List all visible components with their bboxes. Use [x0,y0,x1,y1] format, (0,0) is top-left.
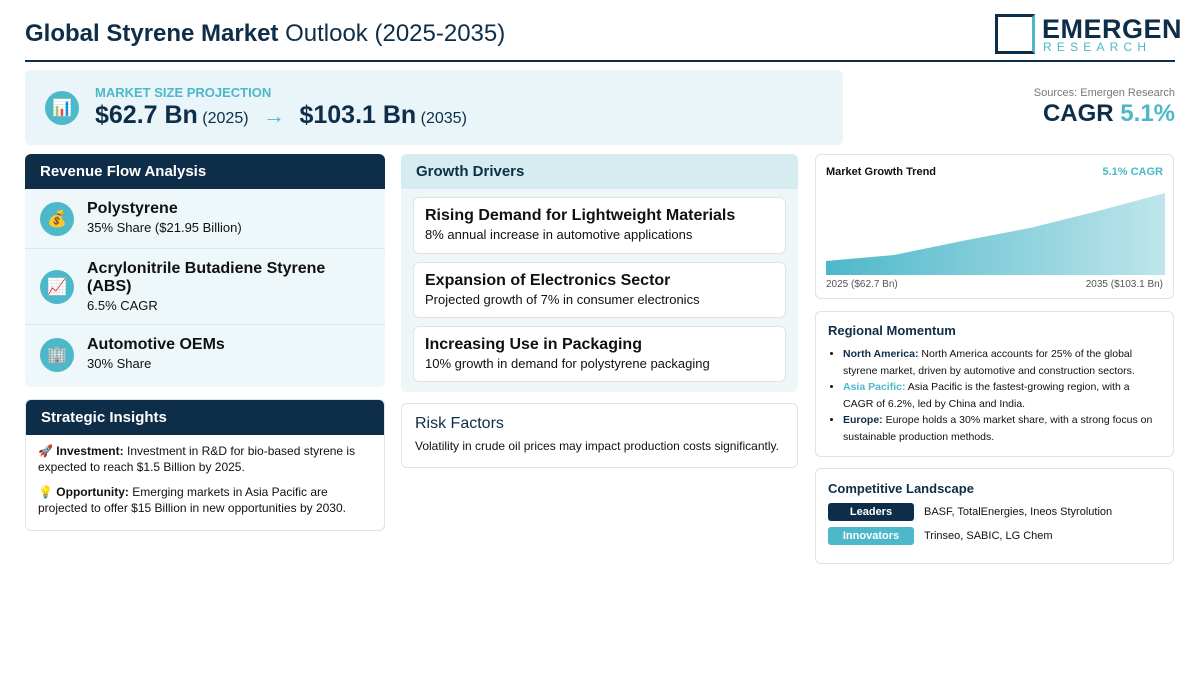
competitor-names: Trinseo, SABIC, LG Chem [924,530,1053,542]
icon: 📈 [40,269,74,304]
revenue-flow: Revenue Flow Analysis 💰 Polystyrene 35% Sh… [25,154,385,387]
insight-text: Investment in R&D for bio-based styrene … [38,444,356,474]
icon: 💡 [38,485,57,499]
competitor-list: Leaders BASF, TotalEnergies, Ineos Styrol… [828,503,1161,545]
projection-label: MARKET SIZE PROJECTION [95,85,272,100]
source: Sources: Emergen Research [1033,87,1175,99]
logo-main: EMERGEN [1042,14,1183,44]
item-detail: 6.5% CAGR [87,298,158,313]
competitor-row: Leaders BASF, TotalEnergies, Ineos Styrol… [828,503,1161,521]
trend-badge: 5.1% CAGR [1102,166,1163,178]
regional-title: Regional Momentum [828,323,956,338]
cagr-label: CAGR [1042,100,1114,127]
driver-title: Rising Demand for Lightweight Materials [425,207,736,224]
icon: 💰 [40,201,74,236]
section-header: Revenue Flow Analysis [25,154,385,189]
risk-factors: Risk Factors Volatility in crude oil pri… [401,403,798,468]
driver-text: Projected growth of 7% in consumer elect… [425,292,700,307]
trend-card: Market Growth Trend 5.1% CAGR 2025 ($62.… [815,154,1174,299]
header-rule [25,60,1175,62]
tag: Leaders [828,503,914,521]
cagr-value: 5.1% [1120,100,1175,127]
start-year: (2025) [202,110,249,127]
driver-text: 10% growth in demand for polystyrene pac… [425,356,710,371]
trend-start: 2025 ($62.7 Bn) [826,279,898,290]
projection-box: 📊 MARKET SIZE PROJECTION $62.7 Bn (2025)… [25,70,843,145]
section-header: Strategic Insights [26,400,384,435]
trend-area [826,193,1165,275]
region-text: Europe holds a 30% market share, with a … [843,414,1153,443]
tag: Innovators [828,527,914,545]
risk-title: Risk Factors [415,415,504,432]
area-shape [826,193,1165,275]
trend-title: Market Growth Trend [826,166,937,178]
item-name: Automotive OEMs [87,336,225,353]
driver-title: Expansion of Electronics Sector [425,272,671,289]
item-detail: 30% Share [87,356,152,371]
region-item: North America: North America accounts fo… [843,346,1161,379]
trend-end: 2035 ($103.1 Bn) [1085,279,1163,290]
competitor-names: BASF, TotalEnergies, Ineos Styrolution [924,506,1113,518]
insight-list: 🚀 Investment: Investment in R&D for bio-… [26,435,384,530]
start-value: $62.7 Bn [95,101,198,129]
driver-card: Increasing Use in Packaging 10% growth in… [413,326,786,382]
arrow: → [263,103,285,128]
driver-title: Increasing Use in Packaging [425,336,642,353]
region-name: North America: [843,348,919,360]
driver-card: Rising Demand for Lightweight Materials 8… [413,197,786,254]
growth-drivers: Growth Drivers Rising Demand for Lightwe… [401,154,798,392]
region-item: Europe: Europe holds a 30% market share,… [843,412,1161,445]
icon: 🚀 [38,444,57,458]
region-list: North America: North America accounts fo… [828,346,1161,445]
risk-text: Volatility in crude oil prices may impac… [415,439,779,453]
driver-text: 8% annual increase in automotive applica… [425,227,693,242]
insight-label: Opportunity: [56,485,129,499]
cagr: CAGR 5.1% [1043,100,1175,128]
insight-text: Emerging markets in Asia Pacific are pro… [38,485,346,515]
insight-label: Investment: [56,444,124,458]
icon: 📊 [45,91,79,125]
revenue-item: 🏢 Automotive OEMs 30% Share [25,325,385,385]
region-name: Asia Pacific: [843,381,906,393]
region-name: Europe: [843,414,883,426]
competitor-row: Innovators Trinseo, SABIC, LG Chem [828,527,1161,545]
item-detail: 35% Share ($21.95 Billion) [87,220,242,235]
region-text: Asia Pacific is the fastest-growing regi… [843,381,1130,410]
logo-sub: RESEARCH [1043,40,1152,54]
competitive: Competitive Landscape Leaders BASF, Total… [815,468,1174,564]
title-bold: Global Styrene Market [25,20,279,47]
insight: 🚀 Investment: Investment in R&D for bio-… [38,443,372,475]
region-text: North America accounts for 25% of the gl… [843,348,1135,377]
projection-values: $62.7 Bn (2025) → $103.1 Bn (2035) [95,101,467,130]
insight: 💡 Opportunity: Emerging markets in Asia … [38,484,372,516]
title-rest: Outlook (2025-2035) [285,20,506,47]
revenue-item: 💰 Polystyrene 35% Share ($21.95 Billion) [25,189,385,249]
region-item: Asia Pacific: Asia Pacific is the fastes… [843,379,1161,412]
item-name: Polystyrene [87,200,178,217]
title: Global Styrene Market Outlook (2025-2035… [25,20,505,48]
section-header: Growth Drivers [401,154,798,189]
icon: 🏢 [40,338,74,372]
revenue-item: 📈 Acrylonitrile Butadiene Styrene (ABS) 6.… [25,249,385,325]
item-name: Acrylonitrile Butadiene Styrene (ABS) [87,260,326,295]
revenue-list: 💰 Polystyrene 35% Share ($21.95 Billion) 📈 A… [25,189,385,385]
end-year: (2035) [420,110,467,127]
driver-list: Rising Demand for Lightweight Materials 8… [401,197,798,382]
logo-mark [995,14,1035,54]
competitive-title: Competitive Landscape [828,481,974,496]
strategic-insights: Strategic Insights 🚀 Investment: Investm… [25,399,385,531]
regional: Regional Momentum North America: North A… [815,311,1174,457]
driver-card: Expansion of Electronics Sector Projected… [413,262,786,318]
end-value: $103.1 Bn [299,101,417,129]
